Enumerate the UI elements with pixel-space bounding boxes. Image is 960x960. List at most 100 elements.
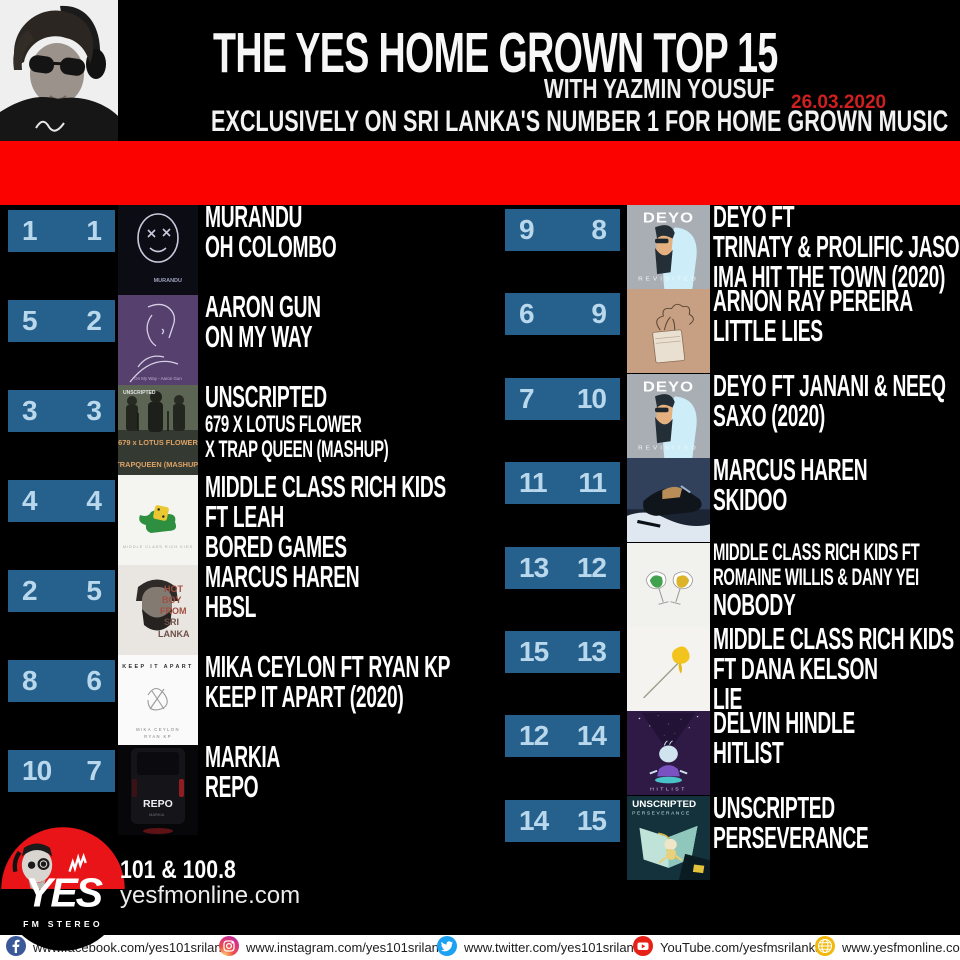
this-week-rank: 10 [576, 383, 607, 414]
last-week-rank: 10 [22, 755, 52, 786]
svg-text:SRI: SRI [164, 617, 179, 627]
album-art: REPO MARKIA [118, 745, 198, 835]
rank-box: 13 12 [505, 547, 620, 589]
track-info: MARKIA REPO [205, 739, 281, 802]
svg-text:HITLIST: HITLIST [650, 787, 687, 793]
track-text-line: DEYO FT [713, 199, 795, 234]
rank-box: 11 11 [505, 462, 620, 504]
red-divider-band [0, 141, 960, 205]
album-art [627, 543, 710, 627]
last-week-rank: 9 [519, 214, 535, 245]
social-url: www.yesfmonline.com [842, 940, 960, 955]
album-art [627, 289, 710, 373]
track-text-line: TRINATY & PROLIFIC JASON [713, 229, 960, 264]
album-art: DEYO REVISITED [627, 374, 710, 458]
svg-text:679 x LOTUS FLOWER: 679 x LOTUS FLOWER [118, 438, 198, 447]
this-week-rank: 2 [86, 305, 102, 336]
svg-text:DEYO: DEYO [643, 379, 694, 395]
svg-text:KEEP IT APART: KEEP IT APART [122, 664, 194, 670]
facebook-icon [6, 936, 26, 959]
track-text-line: MIDDLE CLASS RICH KIDS [713, 621, 954, 656]
svg-text:MURANDU: MURANDU [154, 278, 182, 284]
this-week-rank: 4 [86, 485, 102, 516]
yes-fm-logo: YES FM STEREO [0, 824, 128, 954]
last-week-rank: 11 [519, 467, 548, 498]
this-week-rank: 3 [86, 395, 102, 426]
svg-text:REPO: REPO [143, 798, 173, 810]
last-week-rank: 15 [519, 636, 549, 667]
svg-text:FROM: FROM [160, 606, 187, 616]
track-text-line: ARNON RAY PEREIRA [713, 283, 913, 318]
album-art: UNSCRIPTED PERSEVERANCE [627, 796, 710, 880]
svg-text:DEYO: DEYO [643, 210, 694, 226]
svg-text:UNSCRIPTED: UNSCRIPTED [632, 800, 696, 809]
website-url: yesfmonline.com [120, 882, 301, 909]
social-url: www.twitter.com/yes101srilanka [464, 940, 648, 955]
album-art: HOT BOY FROM SRI LANKA [118, 565, 198, 655]
chart-date: 26.03.2020 [791, 92, 887, 113]
page-title: THE YES HOME GROWN TOP 15 [213, 21, 778, 85]
track-text-line: MARCUS HAREN [713, 452, 868, 487]
track-text-line: MIDDLE CLASS RICH KIDS [205, 469, 446, 504]
track-text-line: UNSCRIPTED [205, 379, 327, 414]
social-bar: www.facebook.com/yes101srilanka www.insta… [0, 935, 960, 960]
album-art [627, 627, 710, 711]
this-week-rank: 11 [578, 467, 607, 498]
track-info: ARNON RAY PEREIRA LITTLE LIES [713, 283, 913, 346]
skull-icon [12, 843, 53, 891]
this-week-rank: 7 [86, 755, 102, 786]
album-art: DEYO REVISITED [627, 205, 710, 289]
svg-text:MIDDLE CLASS RICH KIDS: MIDDLE CLASS RICH KIDS [123, 545, 193, 549]
track-text-line: BORED GAMES [205, 529, 347, 564]
track-text-line: MIDDLE CLASS RICH KIDS FT [713, 539, 920, 566]
track-info: UNSCRIPTED PERSEVERANCE [713, 790, 869, 855]
track-text-line: KEEP IT APART (2020) [205, 679, 404, 714]
track-info: DEYO FT JANANI & NEEQ SAXO (2020) [713, 368, 946, 431]
track-text-line: PERSEVERANCE [713, 820, 869, 855]
track-info: DEYO FT TRINATY & PROLIFIC JASON IMA HIT T… [713, 199, 960, 292]
svg-text:REVISITED: REVISITED [638, 277, 699, 283]
track-text-line: DEYO FT JANANI & NEEQ [713, 368, 946, 403]
last-week-rank: 6 [519, 298, 535, 329]
tagline: EXCLUSIVELY ON SRI LANKA'S NUMBER 1 FOR … [211, 105, 949, 138]
svg-text:BOY: BOY [162, 595, 182, 605]
track-text-line: SKIDOO [713, 482, 787, 517]
track-text-line: MURANDU [205, 199, 303, 234]
svg-text:REVISITED: REVISITED [638, 446, 699, 452]
instagram-icon [219, 936, 239, 959]
last-week-rank: 7 [519, 383, 535, 414]
rank-box: 7 10 [505, 378, 620, 420]
track-text-line: LIE [713, 681, 742, 716]
track-text-line: HITLIST [713, 735, 784, 770]
track-text-line: MARKIA [205, 739, 281, 774]
track-info: MIDDLE CLASS RICH KIDS FT DANA KELSON LIE [713, 621, 954, 716]
track-text-line: OH COLOMBO [205, 229, 337, 264]
album-art: KEEP IT APART MIKA CEYLON RYAN KP [118, 655, 198, 745]
social-item: www.yesfmonline.com [815, 935, 960, 960]
this-week-rank: 12 [576, 552, 607, 583]
track-info: MIDDLE CLASS RICH KIDS FT ROMAINE WILLIS … [713, 539, 920, 622]
last-week-rank: 12 [519, 720, 549, 751]
logo-wordmark: YES [25, 869, 104, 915]
last-week-rank: 14 [519, 805, 549, 836]
track-text-line: MARCUS HAREN [205, 559, 360, 594]
album-art: MIDDLE CLASS RICH KIDS [118, 475, 198, 565]
social-item: www.instagram.com/yes101srilanka [219, 935, 453, 960]
last-week-rank: 5 [22, 305, 38, 336]
this-week-rank: 9 [591, 298, 607, 329]
track-text-line: AARON GUN [205, 289, 321, 324]
svg-text:MARKIA: MARKIA [149, 812, 165, 817]
track-text-line: UNSCRIPTED [713, 790, 835, 825]
track-info: MURANDU OH COLOMBO [205, 199, 337, 264]
last-week-rank: 2 [22, 575, 38, 606]
track-text-line: NOBODY [713, 587, 796, 622]
track-info: MARCUS HAREN HBSL [205, 559, 360, 622]
social-url: www.instagram.com/yes101srilanka [246, 940, 453, 955]
track-info: AARON GUN ON MY WAY [205, 289, 321, 352]
